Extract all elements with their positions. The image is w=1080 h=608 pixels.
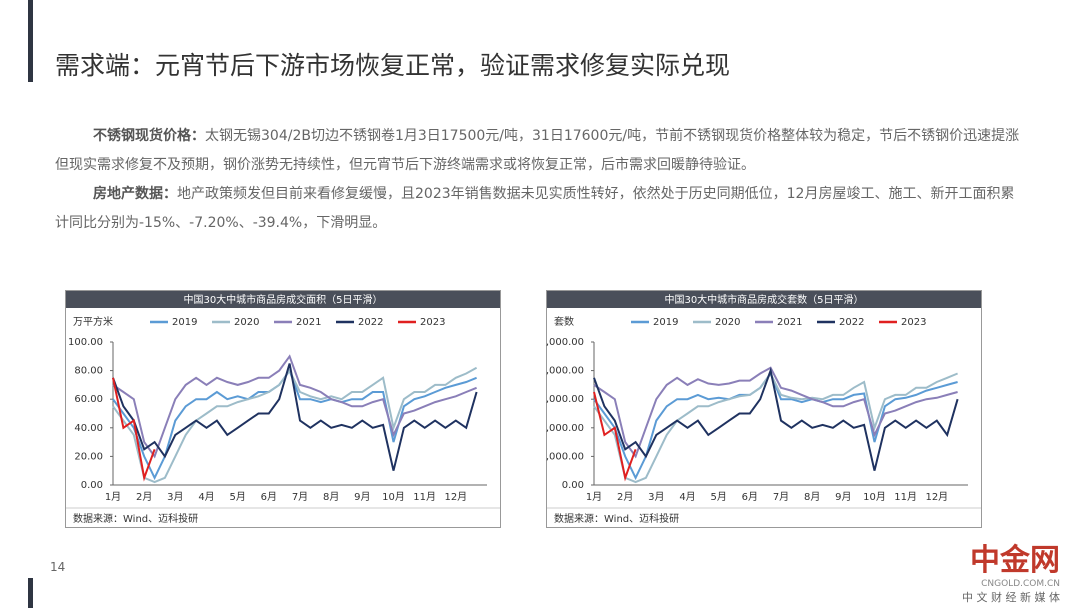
header-band xyxy=(66,291,500,308)
frame xyxy=(65,290,501,528)
header-band xyxy=(547,291,981,308)
title: 需求端：元宵节后下游市场恢复正常，验证需求修复实际兑现 xyxy=(55,51,731,80)
x-tick-label: 5月 xyxy=(710,491,726,503)
paragraph: 不锈钢现货价格：太钢无锡304/2B切边不锈钢卷1月3日17500元/吨，31日… xyxy=(55,122,1025,180)
y-tick-label: 60.00 xyxy=(74,394,103,405)
series-line xyxy=(112,354,477,459)
y-tick-label: 0.00 xyxy=(562,480,584,491)
series-line xyxy=(112,377,156,482)
x-tick-label: 10月 xyxy=(863,491,886,503)
logo: 中金网 CNGOLD.COM.CN 中 文 财 经 新 媒 体 xyxy=(962,535,1060,605)
legend-label: 2022 xyxy=(839,317,864,328)
series-line xyxy=(593,371,958,484)
x-tick-label: 8月 xyxy=(804,491,820,503)
chart-title: 中国30大中城市商品房成交套数（5日平滑） xyxy=(664,293,863,306)
x-tick-label: 9月 xyxy=(354,491,370,503)
y-label: 套数 xyxy=(554,315,574,328)
x-tick-label: 12月 xyxy=(925,491,948,503)
legend-label: 2023 xyxy=(901,317,926,328)
y-tick-label: 100.00 xyxy=(68,337,103,348)
x-tick-label: 2月 xyxy=(617,491,633,503)
x-tick-label: 1月 xyxy=(586,491,602,503)
legend-label: 2021 xyxy=(777,317,802,328)
series-line xyxy=(112,363,478,471)
series-line xyxy=(593,366,958,459)
text: 太钢无锡304/2B切边不锈钢卷1月3日17500元/吨，31日17600元/吨… xyxy=(55,128,1020,173)
x-tick-label: 6月 xyxy=(742,491,758,503)
x-tick-label: 1月 xyxy=(105,491,121,503)
x-tick-label: 11月 xyxy=(894,491,917,503)
legend-label: 2021 xyxy=(296,317,321,328)
series-line xyxy=(112,366,478,484)
accent-bar xyxy=(28,0,33,82)
y-tick-label: 0.00 xyxy=(81,480,103,491)
legend-label: 2020 xyxy=(715,317,740,328)
y-tick-label: 4,000.00 xyxy=(546,423,584,434)
x-tick-label: 8月 xyxy=(323,491,339,503)
legend-label: 2022 xyxy=(358,317,383,328)
lead: 房地产数据： xyxy=(93,186,177,202)
series-line xyxy=(593,366,959,471)
logo-tag: 中 文 财 经 新 媒 体 xyxy=(962,591,1060,604)
x-tick-label: 6月 xyxy=(261,491,277,503)
paragraph: 房地产数据：地产政策频发但目前来看修复缓慢，且2023年销售数据未见实质性转好，… xyxy=(55,180,1025,238)
page-number: 14 xyxy=(50,560,66,574)
source: 数据来源：Wind、迈科投研 xyxy=(73,512,198,525)
y-tick-label: 20.00 xyxy=(74,451,103,462)
source: 数据来源：Wind、迈科投研 xyxy=(554,512,679,525)
text: 地产政策频发但目前来看修复缓慢，且2023年销售数据未见实质性转好，依然处于历史… xyxy=(55,186,1015,231)
series-line xyxy=(593,391,637,482)
legend-label: 2019 xyxy=(653,317,678,328)
logo-text: 中金网 xyxy=(970,543,1060,578)
x-tick-label: 3月 xyxy=(648,491,664,503)
x-tick-label: 11月 xyxy=(413,491,436,503)
x-tick-label: 3月 xyxy=(167,491,183,503)
y-tick-label: 80.00 xyxy=(74,366,103,377)
accent-bar xyxy=(28,578,33,608)
logo-url: CNGOLD.COM.CN xyxy=(981,579,1060,589)
x-tick-label: 7月 xyxy=(773,491,789,503)
x-tick-label: 9月 xyxy=(835,491,851,503)
legend-label: 2020 xyxy=(234,317,259,328)
x-tick-label: 7月 xyxy=(292,491,308,503)
y-label: 万平方米 xyxy=(73,315,113,328)
y-tick-label: 2,000.00 xyxy=(546,451,584,462)
legend-label: 2019 xyxy=(172,317,197,328)
x-tick-label: 2月 xyxy=(136,491,152,503)
x-tick-label: 5月 xyxy=(229,491,245,503)
series-line xyxy=(112,368,477,481)
frame xyxy=(546,290,982,528)
y-tick-label: 8,000.00 xyxy=(546,366,584,377)
lead: 不锈钢现货价格： xyxy=(93,128,205,144)
legend-label: 2023 xyxy=(420,317,445,328)
x-tick-label: 4月 xyxy=(679,491,695,503)
y-tick-label: 40.00 xyxy=(74,423,103,434)
chart-title: 中国30大中城市商品房成交面积（5日平滑） xyxy=(183,293,382,306)
y-tick-label: 6,000.00 xyxy=(546,394,584,405)
x-tick-label: 12月 xyxy=(444,491,467,503)
x-tick-label: 4月 xyxy=(198,491,214,503)
y-tick-label: 10,000.00 xyxy=(546,337,584,348)
x-tick-label: 10月 xyxy=(382,491,405,503)
